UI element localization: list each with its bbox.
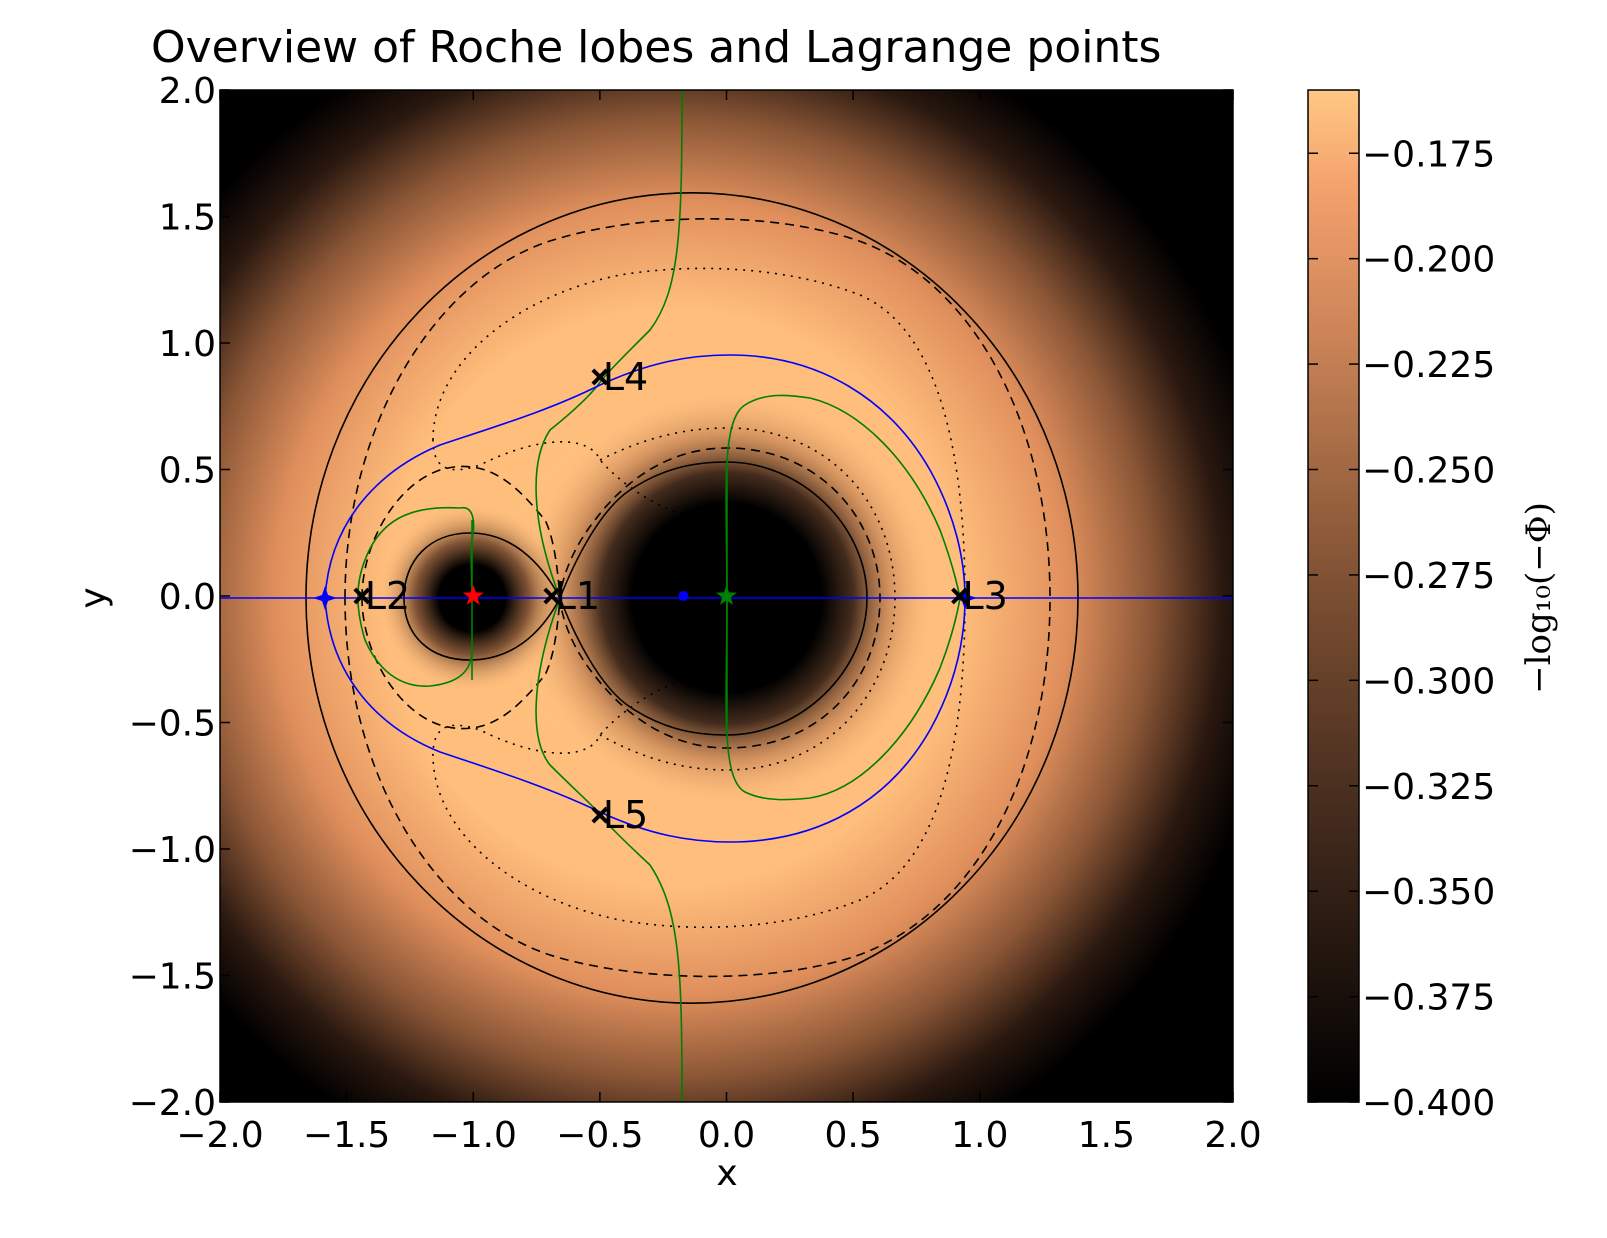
x-tick-label: −1.0 — [430, 1115, 517, 1156]
colorbar-tick-label: −0.400 — [1362, 1083, 1495, 1124]
green-zero-contour-secondary — [357, 506, 475, 687]
x-tick-label: −1.5 — [303, 1115, 390, 1156]
lagrange-label: L4 — [603, 355, 648, 399]
x-marker-icon — [353, 587, 371, 605]
colorbar-tick-label: −0.275 — [1362, 556, 1495, 597]
colorbar-tick-label: −0.325 — [1362, 767, 1495, 808]
outer-dashed-contour — [344, 218, 1051, 978]
y-tick-label: 0.0 — [159, 577, 216, 618]
x-marker-icon — [591, 806, 609, 824]
x-tick-label: 1.5 — [1078, 1115, 1135, 1156]
y-tick-label: −2.0 — [129, 1083, 216, 1124]
colorbar-tick-label: −0.225 — [1362, 345, 1495, 386]
x-tick-label: 1.0 — [951, 1115, 1008, 1156]
y-tick-label: 1.0 — [159, 324, 216, 365]
lagrange-point-l2: L2 — [353, 574, 410, 618]
colorbar-label: −log₁₀(−Φ) — [1519, 502, 1559, 694]
y-axis-ticks: 2.0 1.5 1.0 0.5 0.0 −0.5 −1.0 −1.5 −2.0 — [129, 71, 1233, 1124]
x-tick-label: 2.0 — [1204, 1115, 1261, 1156]
x-marker-icon — [951, 587, 968, 605]
body-star-icon — [716, 585, 737, 605]
marks-layer: L1 L2 L3 L4 L5 — [353, 355, 1008, 837]
colorbar-ticks: −0.175 −0.200 −0.225 −0.250 −0.275 −0.300 −0.3… — [1308, 134, 1495, 1124]
x-axis-title: x — [716, 1153, 737, 1194]
x-marker-icon — [591, 368, 609, 386]
lagrange-label: L5 — [603, 793, 648, 837]
lagrange-point-l1: L1 — [543, 574, 600, 618]
colorbar-tick-label: −0.350 — [1362, 872, 1495, 913]
colorbar-tick-label: −0.200 — [1362, 240, 1495, 281]
y-tick-label: 2.0 — [159, 71, 216, 112]
blue-star-left-icon — [313, 586, 337, 610]
y-tick-label: 0.5 — [159, 451, 216, 492]
x-tick-label: 0.5 — [824, 1115, 881, 1156]
colorbar-tick-label: −0.300 — [1362, 661, 1495, 702]
colorbar — [1307, 89, 1360, 1103]
lagrange-label: L1 — [555, 574, 600, 618]
blue-star-right-icon — [953, 586, 977, 610]
x-marker-icon — [543, 587, 561, 605]
lagrange-point-l3: L3 — [951, 574, 1008, 618]
x-tick-label: −2.0 — [176, 1115, 263, 1156]
colorbar-tick-label: −0.375 — [1362, 978, 1495, 1019]
lagrange-label: L2 — [365, 574, 410, 618]
y-axis-title: y — [73, 587, 114, 608]
colorbar-tick-label: −0.175 — [1362, 134, 1495, 175]
contours — [220, 90, 1233, 1102]
lagrange-label: L3 — [962, 574, 1007, 618]
x-tick-label: 0.0 — [698, 1115, 755, 1156]
colorbar-tick-label: −0.250 — [1362, 451, 1495, 492]
y-tick-label: −1.0 — [129, 830, 216, 871]
y-tick-label: −1.5 — [129, 957, 216, 998]
x-tick-label: −0.5 — [556, 1115, 643, 1156]
y-tick-label: 1.5 — [159, 198, 216, 239]
lagrange-point-l4: L4 — [591, 355, 648, 399]
body-star-icon — [462, 585, 484, 605]
lagrange-point-l5: L5 — [591, 793, 648, 837]
y-tick-label: −0.5 — [129, 704, 216, 745]
inner-dotted-contour — [599, 427, 896, 771]
x-axis-ticks: −2.0 −1.5 −1.0 −0.5 0.0 0.5 1.0 1.5 2.0 — [176, 90, 1262, 1156]
center-of-mass-dot — [678, 591, 689, 601]
chart-title: Overview of Roche lobes and Lagrange poi… — [151, 22, 1161, 73]
